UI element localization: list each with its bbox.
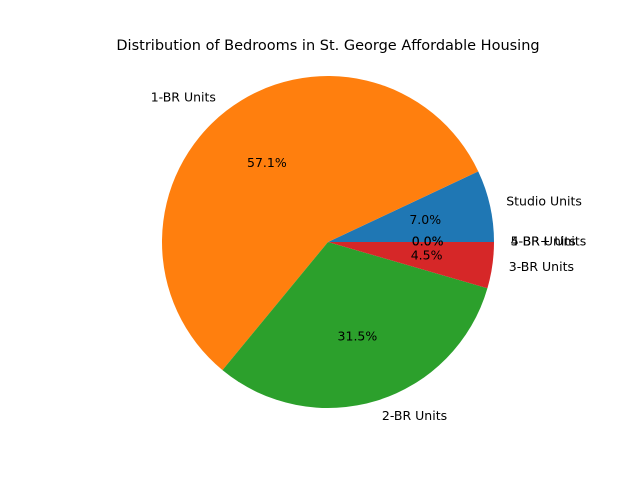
percent-label-2-br-units: 31.5% (338, 329, 378, 344)
percent-label-studio-units: 7.0% (409, 212, 441, 227)
percent-labels: 7.0%57.1%31.5%4.5%0.0%0.0% (247, 155, 444, 344)
percent-label-4-br-units: 0.0% (412, 234, 444, 249)
percent-label-1-br-units: 57.1% (247, 155, 287, 170)
slice-label-1-br-units: 1-BR Units (151, 89, 216, 104)
percent-label-5-brplus-units: 0.0% (412, 234, 444, 249)
slice-label-5-brplus-units: 5-BR+ Units (511, 234, 587, 249)
slice-label-4-br-units: 4-BR Units (511, 234, 576, 249)
slice-labels: Studio Units 1-BR Units 2-BR Units 3-BR Uni… (151, 89, 587, 423)
pie-slice-studio-units (328, 171, 494, 242)
pie-slice-1-br-units (162, 76, 479, 371)
slice-label-studio-units: Studio Units (506, 194, 582, 209)
pie-slice-2-br-units (222, 242, 488, 408)
slice-label-2-br-units: 2-BR Units (382, 408, 447, 423)
chart-title: Distribution of Bedrooms in St. George A… (116, 38, 539, 54)
pie-slice-3-br-units (328, 242, 494, 289)
pie-slices (162, 76, 494, 408)
percent-label-3-br-units: 4.5% (411, 248, 443, 263)
slice-label-3-br-units: 3-BR Units (509, 259, 574, 274)
